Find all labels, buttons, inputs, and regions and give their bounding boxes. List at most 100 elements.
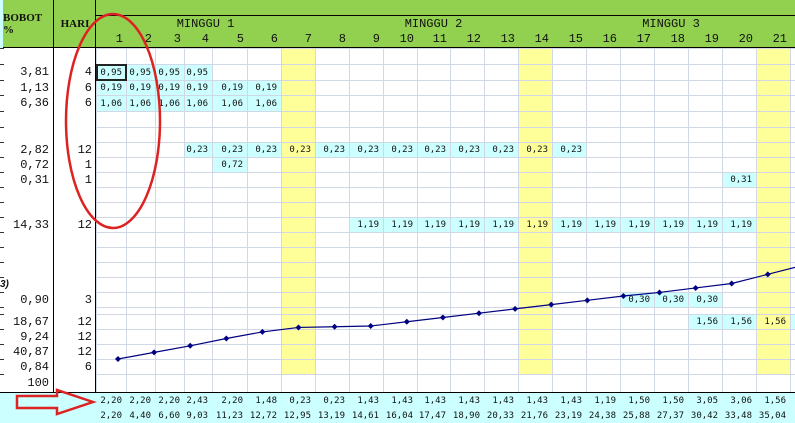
schedule-cell[interactable]: 1,19 xyxy=(587,218,620,232)
schedule-cell[interactable]: 0,23 xyxy=(451,143,484,157)
schedule-cell[interactable]: 1,19 xyxy=(723,218,756,232)
bobot-cell[interactable]: 1,13 xyxy=(20,80,49,95)
total-cumulative-cell[interactable]: 11,23 xyxy=(215,410,243,421)
schedule-cell[interactable]: 0,95 xyxy=(156,65,184,80)
schedule-cell[interactable]: 0,19 xyxy=(156,81,184,95)
schedule-cell[interactable]: 0,19 xyxy=(213,81,247,95)
bobot-cell[interactable]: 0,31 xyxy=(20,172,49,187)
schedule-cell[interactable]: 1,19 xyxy=(655,218,688,232)
total-cumulative-cell[interactable]: 30,42 xyxy=(690,410,718,421)
bobot-cell[interactable]: 9,24 xyxy=(20,329,49,344)
total-daily-cell[interactable]: 0,23 xyxy=(289,395,311,406)
schedule-cell[interactable]: 1,56 xyxy=(723,315,756,329)
total-cumulative-cell[interactable]: 4,40 xyxy=(129,410,151,421)
schedule-cell[interactable]: 0,23 xyxy=(185,143,212,157)
bobot-cell[interactable]: 0,72 xyxy=(20,157,49,172)
day-header[interactable]: 11 xyxy=(417,31,451,48)
hari-cell[interactable]: 12 xyxy=(77,142,92,157)
bobot-cell[interactable]: 14,33 xyxy=(12,217,49,232)
schedule-cell[interactable]: 1,06 xyxy=(156,96,184,111)
day-header[interactable]: 19 xyxy=(688,31,723,48)
schedule-cell[interactable]: 0,31 xyxy=(723,173,756,187)
day-header[interactable]: 20 xyxy=(722,31,757,48)
total-cumulative-cell[interactable]: 6,60 xyxy=(158,410,180,421)
total-cumulative-cell[interactable]: 9,03 xyxy=(186,410,208,421)
schedule-cell[interactable]: 0,30 xyxy=(689,293,722,307)
schedule-cell[interactable]: 1,06 xyxy=(213,96,247,111)
total-cumulative-cell[interactable]: 16,04 xyxy=(385,410,413,421)
schedule-cell[interactable]: 0,30 xyxy=(621,293,654,307)
schedule-cell[interactable]: 0,19 xyxy=(248,81,281,95)
total-daily-cell[interactable]: 1,43 xyxy=(526,395,548,406)
hari-cell[interactable]: 12 xyxy=(77,314,92,329)
bobot-cell[interactable]: 6,36 xyxy=(20,96,49,110)
schedule-cell[interactable]: 1,19 xyxy=(553,218,586,232)
schedule-cell[interactable]: 0,23 xyxy=(316,143,349,157)
total-daily-cell[interactable]: 3,05 xyxy=(696,395,718,406)
total-cumulative-cell[interactable]: 17,47 xyxy=(418,410,446,421)
total-daily-cell[interactable]: 1,43 xyxy=(391,395,413,406)
total-daily-cell[interactable]: 1,43 xyxy=(424,395,446,406)
total-cumulative-cell[interactable]: 33,48 xyxy=(724,410,752,421)
total-daily-cell[interactable]: 1,43 xyxy=(458,395,480,406)
bobot-cell[interactable]: 40,87 xyxy=(12,344,49,359)
schedule-cell[interactable]: 0,23 xyxy=(289,145,311,155)
bobot-cell[interactable]: 2,82 xyxy=(20,142,49,157)
schedule-cell[interactable]: 0,95 xyxy=(97,65,126,80)
total-cumulative-cell[interactable]: 14,61 xyxy=(351,410,379,421)
total-daily-cell[interactable]: 1,43 xyxy=(560,395,582,406)
schedule-cell[interactable]: 0,23 xyxy=(248,143,281,157)
schedule-cell[interactable]: 1,19 xyxy=(526,220,548,230)
schedule-cell[interactable]: 0,95 xyxy=(127,65,155,80)
total-daily-cell[interactable]: 1,19 xyxy=(594,395,616,406)
schedule-cell[interactable]: 1,06 xyxy=(97,96,126,111)
total-cumulative-cell[interactable]: 35,04 xyxy=(758,410,786,421)
total-daily-cell[interactable]: 2,43 xyxy=(186,395,208,406)
schedule-cell[interactable]: 1,06 xyxy=(127,96,155,111)
schedule-cell[interactable]: 1,56 xyxy=(791,315,795,329)
schedule-cell[interactable]: 0,19 xyxy=(127,81,155,95)
total-daily-cell[interactable]: 2,20 xyxy=(221,395,243,406)
hari-cell[interactable]: 12 xyxy=(77,329,92,344)
schedule-cell[interactable]: 0,23 xyxy=(213,143,247,157)
bobot-cell[interactable]: 3,81 xyxy=(20,65,49,79)
total-cumulative-cell[interactable]: 12,95 xyxy=(283,410,311,421)
hari-cell[interactable]: 4 xyxy=(84,65,92,79)
schedule-cell[interactable]: 0,23 xyxy=(418,143,450,157)
schedule-cell[interactable]: 0,95 xyxy=(185,65,212,80)
schedule-cell[interactable]: 1,19 xyxy=(384,218,417,232)
schedule-cell[interactable]: 0,23 xyxy=(485,143,518,157)
total-cumulative-cell[interactable]: 23,19 xyxy=(554,410,582,421)
total-cumulative-cell[interactable]: 24,38 xyxy=(588,410,616,421)
total-cumulative-cell[interactable]: 13,19 xyxy=(317,410,345,421)
schedule-cell[interactable]: 1,56 xyxy=(689,315,722,329)
hari-cell[interactable]: 1 xyxy=(84,157,92,172)
total-cumulative-cell[interactable]: 21,76 xyxy=(520,410,548,421)
total-daily-cell[interactable]: 2,20 xyxy=(129,395,151,406)
bobot-cell[interactable]: 0,84 xyxy=(20,359,49,374)
total-daily-cell[interactable]: 1,56 xyxy=(764,395,786,406)
schedule-cell[interactable]: 0,23 xyxy=(384,143,417,157)
day-header[interactable]: 14 xyxy=(518,31,553,48)
schedule-cell[interactable]: 1,19 xyxy=(451,218,484,232)
selected-cell[interactable] xyxy=(96,64,127,81)
total-cumulative-cell[interactable]: 18,90 xyxy=(452,410,480,421)
hari-cell[interactable]: 12 xyxy=(77,344,92,359)
schedule-cell[interactable]: 0,23 xyxy=(526,145,548,155)
total-daily-cell[interactable]: 1,43 xyxy=(492,395,514,406)
bobot-cell[interactable]: 18,67 xyxy=(12,314,49,329)
schedule-cell[interactable]: 1,19 xyxy=(350,218,383,232)
schedule-cell[interactable]: 0,23 xyxy=(350,143,383,157)
day-header[interactable]: 10 xyxy=(383,31,418,48)
day-header[interactable]: 12 xyxy=(450,31,485,48)
hari-cell[interactable]: 6 xyxy=(84,359,92,374)
total-daily-cell[interactable]: 1,50 xyxy=(628,395,650,406)
hari-cell[interactable]: 3 xyxy=(84,292,92,307)
total-daily-cell[interactable]: 3,06 xyxy=(730,395,752,406)
total-daily-cell[interactable]: 0,23 xyxy=(323,395,345,406)
hari-cell[interactable]: 6 xyxy=(84,96,92,110)
total-daily-cell[interactable]: 1,50 xyxy=(662,395,684,406)
schedule-cell[interactable]: 0,19 xyxy=(185,81,212,95)
schedule-cell[interactable]: 0,72 xyxy=(213,158,247,172)
schedule-cell[interactable]: 1,19 xyxy=(689,218,722,232)
